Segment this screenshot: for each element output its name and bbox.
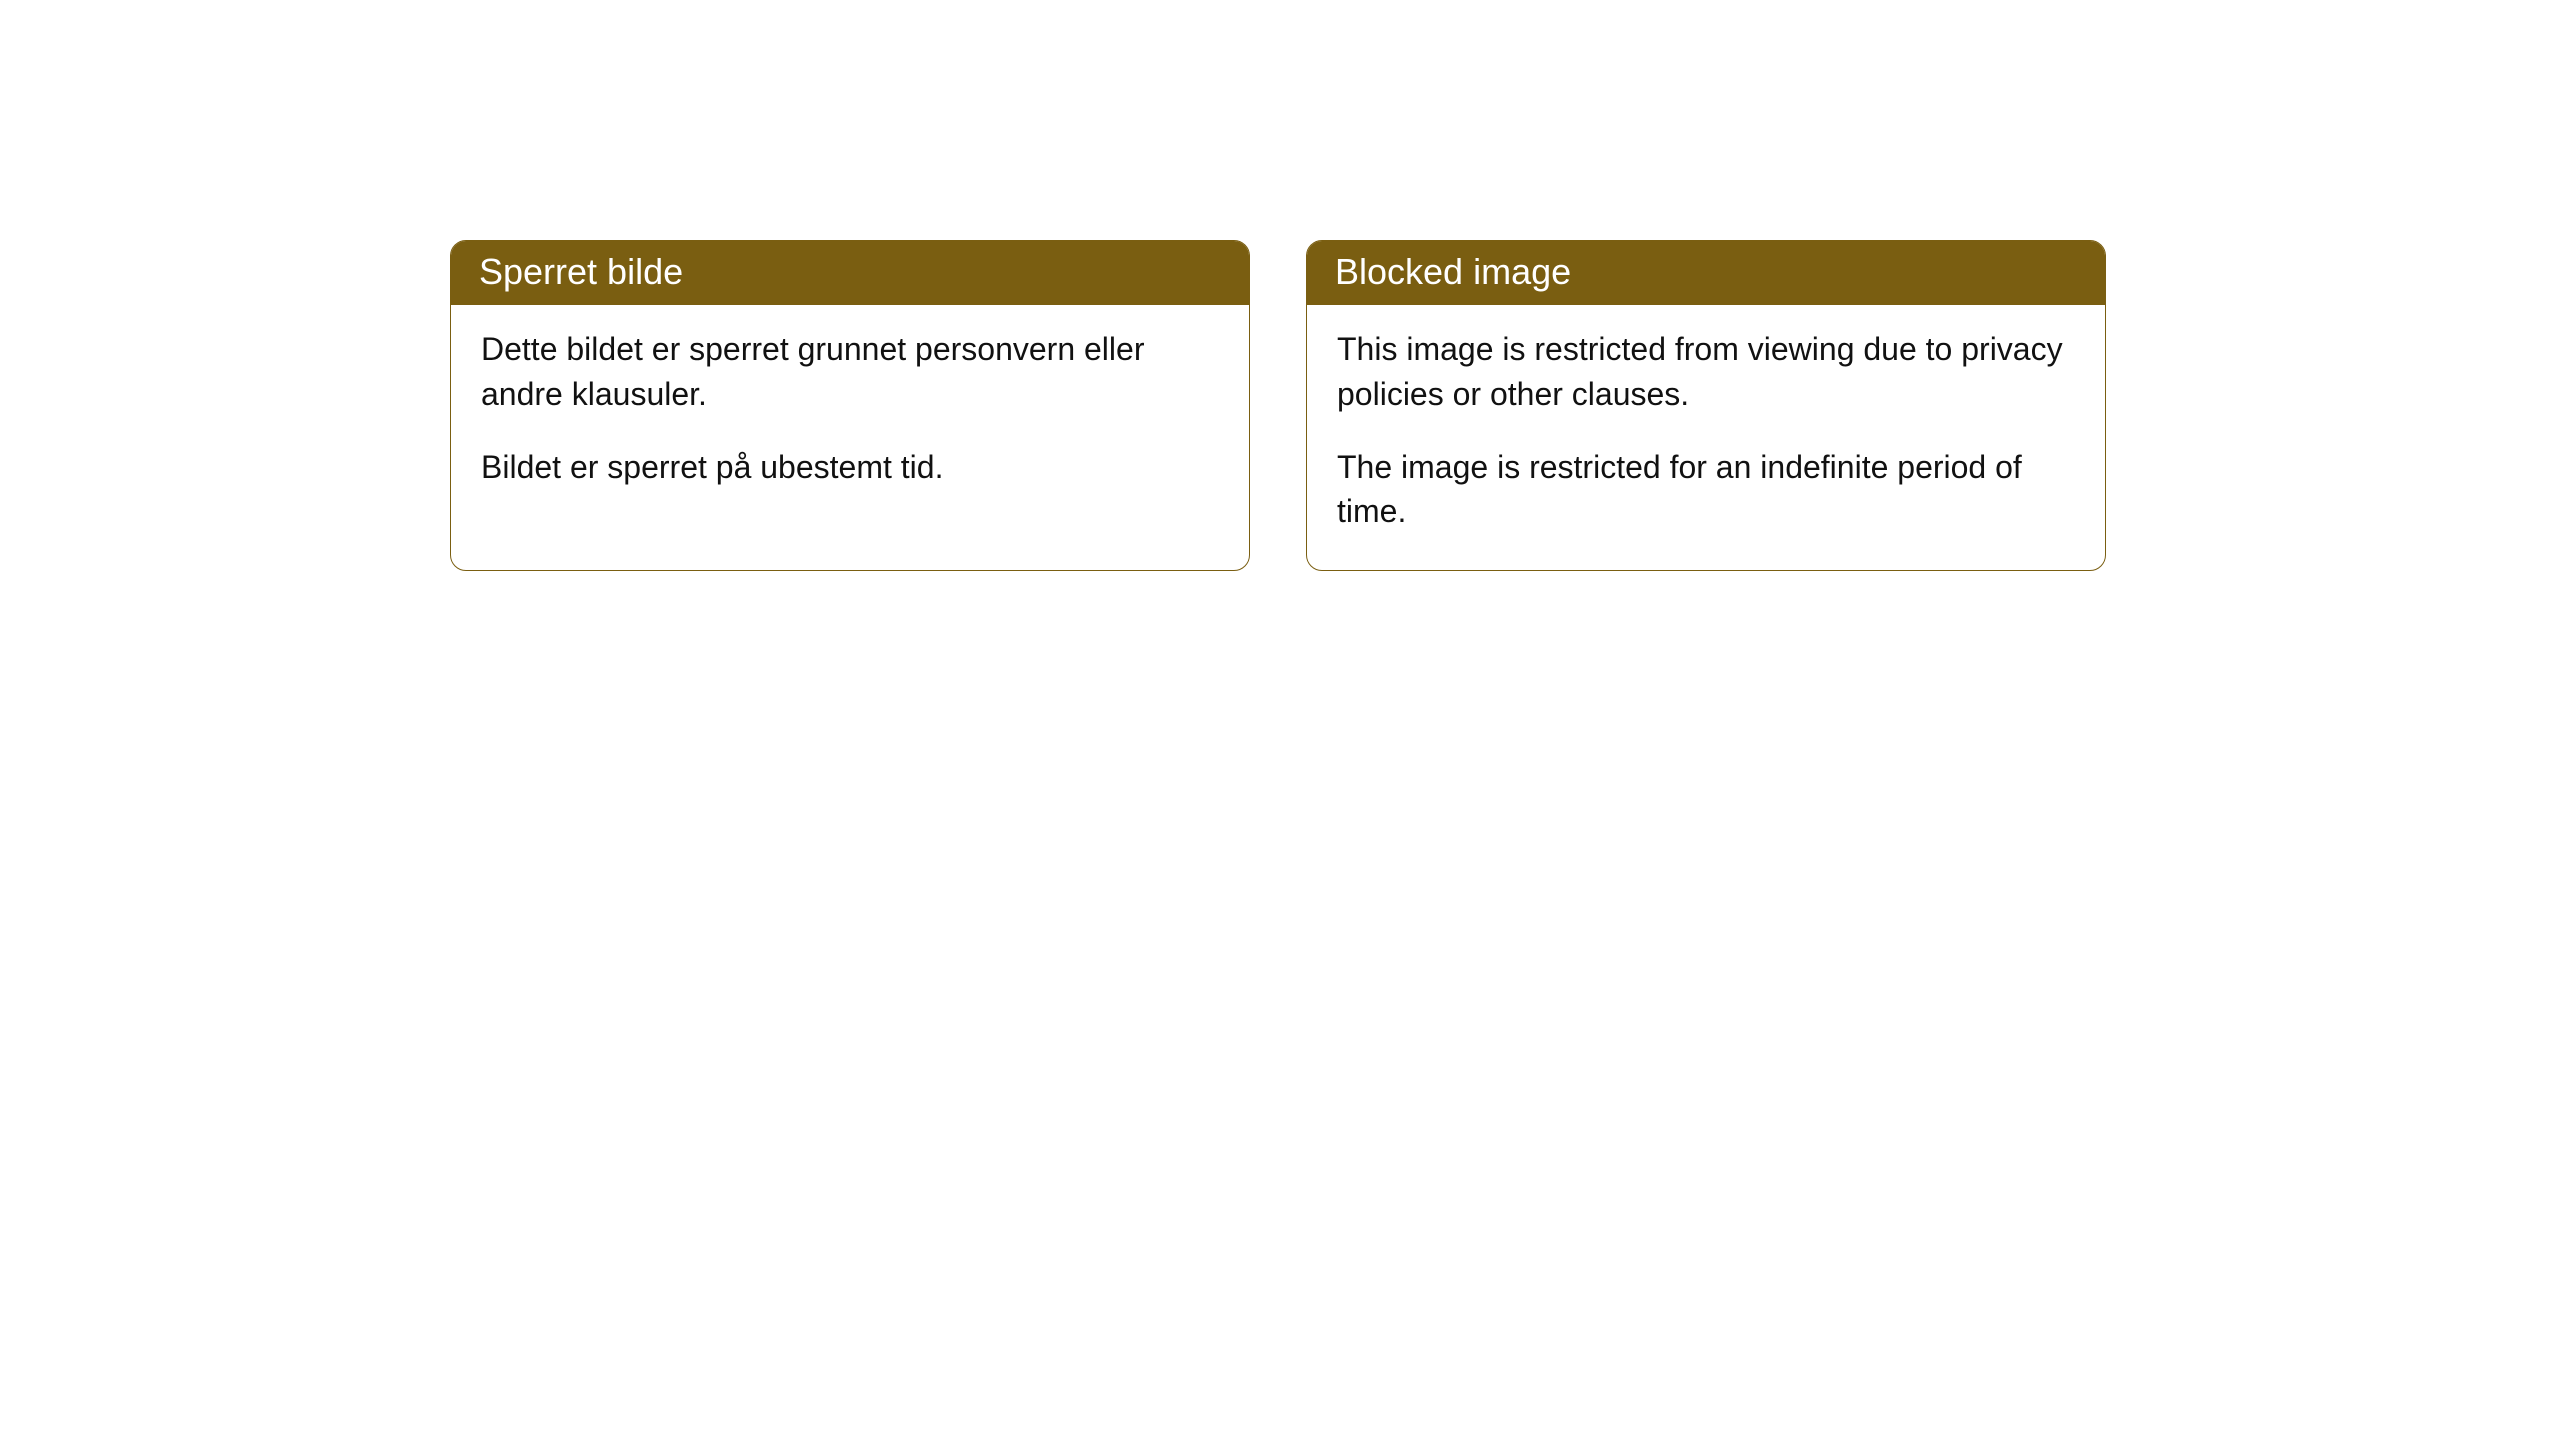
card-paragraph: This image is restricted from viewing du… — [1337, 327, 2075, 417]
card-body: Dette bildet er sperret grunnet personve… — [451, 305, 1249, 525]
card-paragraph: Dette bildet er sperret grunnet personve… — [481, 327, 1219, 417]
card-paragraph: Bildet er sperret på ubestemt tid. — [481, 445, 1219, 490]
card-title: Blocked image — [1335, 251, 1571, 292]
notice-card-norwegian: Sperret bilde Dette bildet er sperret gr… — [450, 240, 1250, 571]
card-title: Sperret bilde — [479, 251, 683, 292]
card-paragraph: The image is restricted for an indefinit… — [1337, 445, 2075, 535]
card-header: Sperret bilde — [451, 241, 1249, 305]
card-body: This image is restricted from viewing du… — [1307, 305, 2105, 570]
notice-cards-container: Sperret bilde Dette bildet er sperret gr… — [450, 240, 2106, 571]
card-header: Blocked image — [1307, 241, 2105, 305]
notice-card-english: Blocked image This image is restricted f… — [1306, 240, 2106, 571]
